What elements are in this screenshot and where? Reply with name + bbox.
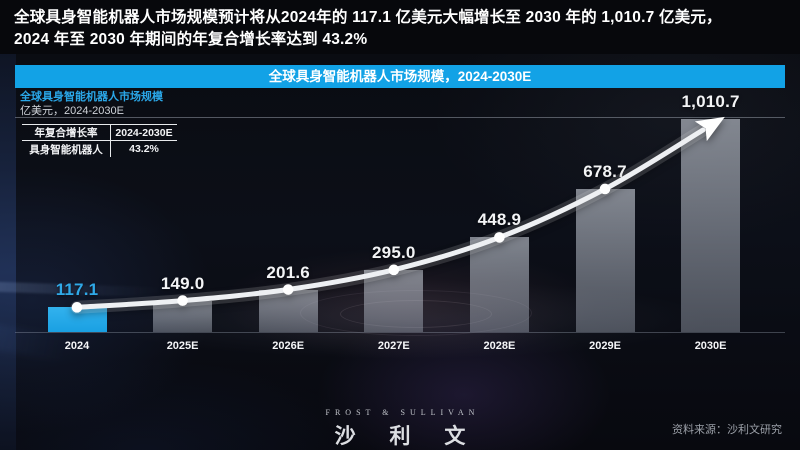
cagr-row-label: 具身智能机器人 — [29, 143, 103, 156]
cagr-header-metric: 年复合增长率 — [22, 124, 111, 141]
cagr-header-period: 2024-2030E — [110, 124, 177, 141]
bar-2028E — [469, 237, 529, 332]
logo-chinese-text: 沙 利 文 — [334, 425, 480, 448]
trend-dot-2026E — [282, 284, 294, 295]
bar-2026E — [258, 289, 318, 332]
data-source-note: 资料来源：沙利文研究 — [672, 424, 782, 436]
bar-value-label-2028E: 448.9 — [477, 210, 522, 230]
bar-value-label-2025E: 149.0 — [160, 273, 205, 293]
trend-dot-2028E — [494, 232, 505, 243]
chart-subtitle: 全球具身智能机器人市场规模 亿美元，2024-2030E — [20, 91, 163, 117]
trend-dot-2025E — [177, 295, 188, 306]
logo-english-text: FROST & SULLIVAN — [325, 408, 480, 417]
chart-subtitle-unit: 亿美元，2024-2030E — [20, 105, 124, 117]
x-axis-label-2028E: 2028E — [483, 340, 516, 352]
bar-value-label-2029E: 678.7 — [583, 161, 627, 181]
bar-2029E — [575, 188, 635, 332]
bar-value-label-2030E: 1,010.7 — [681, 92, 740, 111]
headline-line-2: 2024 年至 2030 年期间的年复合增长率达到 43.2% — [14, 31, 368, 48]
bar-2027E — [364, 269, 424, 332]
x-axis-label-2025E: 2025E — [166, 340, 199, 352]
bar-value-label-2024: 117.1 — [55, 280, 99, 300]
trend-line — [74, 116, 725, 310]
background-art — [0, 54, 800, 450]
x-axis-label-2027E: 2027E — [377, 340, 410, 352]
cagr-row-value: 43.2% — [110, 140, 177, 157]
x-axis-label-2029E: 2029E — [589, 340, 621, 352]
cagr-table-header-row: 年复合增长率 2024-2030E — [22, 124, 177, 141]
chart-title-bar: 全球具身智能机器人市场规模，2024-2030E — [15, 65, 785, 88]
trend-dot-2027E — [388, 264, 400, 276]
headline: 全球具身智能机器人市场规模预计将从2024年的 117.1 亿美元大幅增长至 2… — [14, 7, 792, 51]
cagr-table: 年复合增长率 2024-2030E 具身智能机器人 43.2% — [22, 124, 177, 157]
headline-line-1: 全球具身智能机器人市场规模预计将从2024年的 117.1 亿美元大幅增长至 2… — [14, 9, 722, 26]
trend-dot-2029E — [599, 183, 611, 195]
background-left-beam — [0, 54, 16, 450]
trend-line-layer — [70, 116, 725, 314]
x-axis-label-2024: 2024 — [64, 340, 90, 352]
x-axis-label-2026E: 2026E — [272, 340, 305, 352]
bar-value-label-2026E: 201.6 — [266, 262, 310, 282]
x-axis-label-2030E: 2030E — [694, 340, 727, 352]
bar-value-label-2027E: 295.0 — [372, 242, 416, 262]
trend-dot-2024 — [71, 302, 83, 313]
trend-line-glow — [70, 123, 710, 314]
frost-sullivan-logo: FROST & SULLIVAN 沙 利 文 — [0, 408, 800, 450]
chart-subtitle-name: 全球具身智能机器人市场规模 — [20, 91, 163, 103]
cagr-table-data-row: 具身智能机器人 43.2% — [22, 140, 177, 157]
bar-chart-plot-area: 117.1 2024 149.0 2025E 201.6 2026E 295.0 2027E 4… — [15, 92, 785, 352]
bar-2030E — [681, 119, 741, 332]
